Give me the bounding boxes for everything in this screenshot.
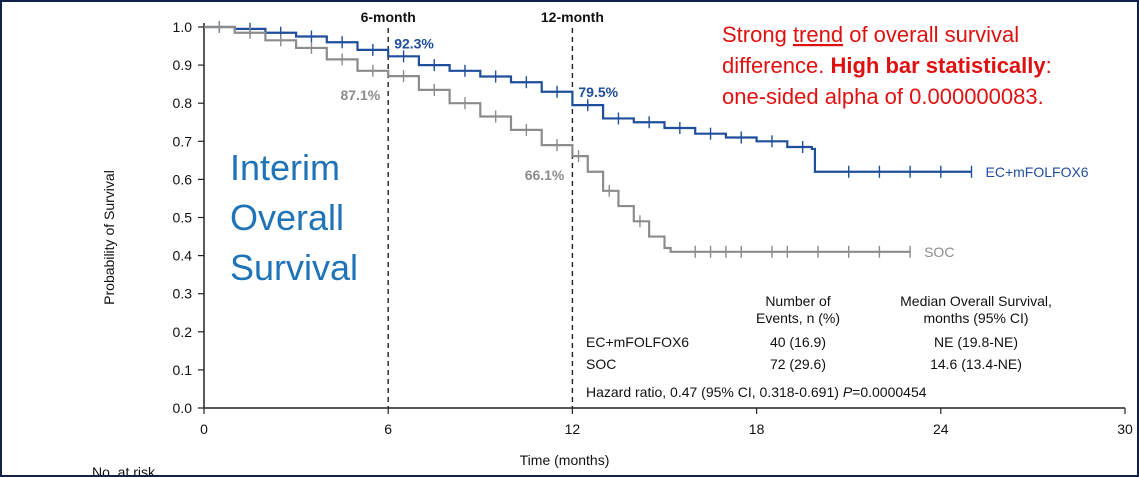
chart-axes: 0.0 0.1 0.2 0.3 0.4 0.5 0.6 0.7 0.8 0.9 1.0 0 6 12 18 2… [101,19,1133,468]
events-header-2: Events, n (%) [756,310,840,326]
headline-line-2: Overall [230,197,344,238]
point-label: 92.3% [394,35,434,51]
hazard-ratio: Hazard ratio, 0.47 (95% CI, 0.318-0.691)… [586,384,927,400]
y-tick-label: 0.1 [173,362,193,378]
y-tick-label: 0.7 [173,133,193,149]
series-label: SOC [924,244,954,260]
survival-curve-ec-mfolfox6 [204,25,972,173]
x-axis-label: Time (months) [520,452,610,468]
headline-line-3: Survival [230,247,358,288]
median-header-1: Median Overall Survival, [900,293,1052,309]
row-events-2: 72 (29.6) [770,356,826,372]
headline-line-1: Interim [230,147,340,188]
survival-curves: EC+mFOLFOX6 SOC [204,21,1089,260]
row-arm-1: EC+mFOLFOX6 [586,334,689,350]
y-tick-label: 0.4 [173,248,193,264]
reference-line-label: 12-month [541,9,604,25]
series-label: EC+mFOLFOX6 [986,164,1089,180]
point-label: 87.1% [340,87,380,103]
reference-line-label: 6-month [361,9,416,25]
y-tick-label: 0.0 [173,400,193,416]
callout-line-2: difference. High bar statistically: [722,53,1052,78]
events-header-1: Number of [765,293,830,309]
row-arm-2: SOC [586,356,616,372]
y-tick-label: 0.6 [173,171,193,187]
y-tick-label: 0.5 [173,210,193,226]
row-events-1: 40 (16.9) [770,334,826,350]
y-tick-label: 0.3 [173,286,193,302]
x-tick-label: 0 [200,421,208,437]
median-header-2: months (95% CI) [923,310,1028,326]
reference-lines: 6-month 12-month [361,9,604,408]
summary-table: Number of Events, n (%) Median Overall S… [586,293,1052,400]
y-tick-label: 0.9 [173,57,193,73]
callout-line-1: Strong trend of overall survival [722,22,1019,47]
row-median-1: NE (19.8-NE) [934,334,1018,350]
x-tick-label: 24 [933,421,949,437]
x-tick-label: 6 [384,421,392,437]
y-axis-label: Probability of Survival [101,170,117,305]
y-tick-label: 0.2 [173,324,193,340]
y-tick-label: 0.8 [173,95,193,111]
callout-line-3: one-sided alpha of 0.000000083. [722,84,1044,109]
y-tick-label: 1.0 [173,19,193,35]
x-tick-label: 18 [749,421,765,437]
chart-labels: 92.3% 79.5% 87.1% 66.1% [340,35,618,183]
x-tick-label: 30 [1117,421,1133,437]
x-tick-label: 12 [565,421,581,437]
row-median-2: 14.6 (13.4-NE) [930,356,1022,372]
point-label: 79.5% [578,84,618,100]
no-at-risk-label: No. at risk [92,464,156,475]
point-label: 66.1% [525,167,565,183]
